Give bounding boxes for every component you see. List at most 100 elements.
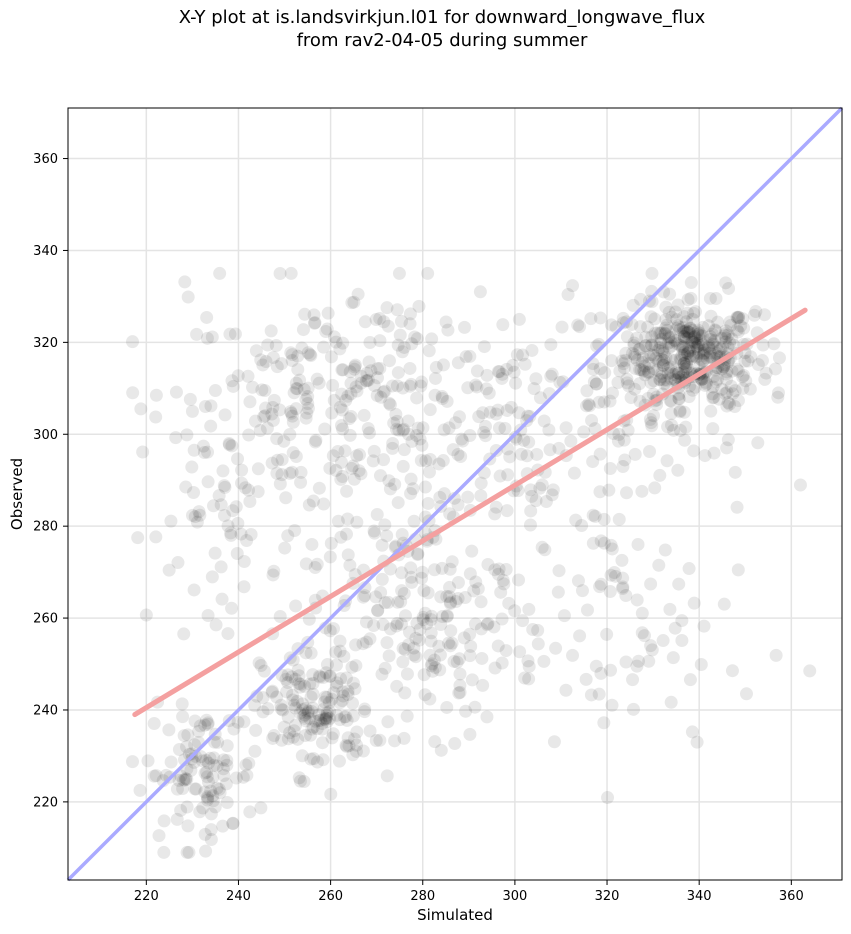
data-point — [659, 312, 673, 326]
data-point — [688, 335, 702, 349]
data-point — [589, 377, 603, 391]
data-point — [708, 324, 722, 338]
data-point — [518, 357, 532, 371]
data-point — [730, 310, 744, 324]
data-point — [451, 356, 465, 370]
data-point — [545, 367, 559, 381]
data-point — [296, 697, 310, 711]
data-point — [216, 464, 230, 478]
data-point — [437, 487, 451, 501]
data-point — [397, 731, 411, 745]
data-point — [691, 342, 705, 356]
data-point — [248, 699, 262, 713]
data-point — [209, 618, 223, 632]
data-point — [575, 584, 589, 598]
data-point — [691, 325, 705, 339]
data-point — [588, 422, 602, 436]
data-point — [325, 731, 339, 745]
data-point — [435, 392, 449, 406]
data-point — [330, 708, 344, 722]
data-point — [208, 384, 222, 398]
data-point — [679, 331, 693, 345]
data-point — [289, 382, 303, 396]
data-point — [428, 388, 442, 402]
data-point — [198, 766, 212, 780]
data-point — [656, 358, 670, 372]
data-point — [644, 310, 658, 324]
data-point — [642, 654, 656, 668]
data-point — [273, 609, 287, 623]
data-point — [424, 659, 438, 673]
data-point — [715, 362, 729, 376]
data-point — [179, 480, 193, 494]
data-point — [655, 352, 669, 366]
data-point — [440, 700, 454, 714]
data-point — [231, 369, 245, 383]
data-point — [632, 654, 646, 668]
data-point — [323, 669, 337, 683]
data-point — [364, 364, 378, 378]
data-point — [535, 540, 549, 554]
data-point — [288, 523, 302, 537]
data-point — [324, 787, 338, 801]
data-point — [340, 527, 354, 541]
data-point — [702, 342, 716, 356]
data-point — [181, 728, 195, 742]
data-point — [373, 312, 387, 326]
data-point — [429, 360, 443, 374]
data-point — [445, 636, 459, 650]
grid-lines — [68, 108, 842, 880]
data-point — [421, 586, 435, 600]
data-point — [597, 536, 611, 550]
data-point — [702, 319, 716, 333]
data-point — [465, 673, 479, 687]
data-point — [635, 606, 649, 620]
data-point — [266, 568, 280, 582]
data-point — [370, 507, 384, 521]
data-point — [525, 343, 539, 357]
data-point — [718, 335, 732, 349]
data-point — [312, 669, 326, 683]
data-point — [334, 472, 348, 486]
data-point — [690, 340, 704, 354]
data-point — [529, 372, 543, 386]
data-point — [510, 348, 524, 362]
data-point — [711, 315, 725, 329]
data-point — [559, 683, 573, 697]
data-point — [597, 716, 611, 730]
data-point — [481, 558, 495, 572]
data-point — [682, 390, 696, 404]
data-point — [442, 636, 456, 650]
data-point — [637, 629, 651, 643]
data-point — [410, 332, 424, 346]
data-point — [649, 351, 663, 365]
data-point — [458, 320, 472, 334]
data-point — [679, 315, 693, 329]
data-point — [416, 421, 430, 435]
data-point — [301, 401, 315, 415]
data-point — [274, 702, 288, 716]
data-point — [730, 500, 744, 514]
data-point — [392, 266, 406, 280]
data-point — [204, 833, 218, 847]
data-point — [281, 676, 295, 690]
data-point — [301, 706, 315, 720]
data-point — [182, 845, 196, 859]
data-point — [237, 580, 251, 594]
data-point — [253, 423, 267, 437]
data-point — [667, 423, 681, 437]
data-point — [465, 544, 479, 558]
data-point — [389, 619, 403, 633]
data-point — [261, 338, 275, 352]
data-point — [256, 691, 270, 705]
data-point — [637, 365, 651, 379]
data-point — [435, 561, 449, 575]
data-point — [397, 443, 411, 457]
data-point — [363, 632, 377, 646]
data-point — [331, 514, 345, 528]
data-point — [388, 477, 402, 491]
data-point — [661, 366, 675, 380]
data-point — [633, 363, 647, 377]
data-point — [566, 648, 580, 662]
data-point — [285, 688, 299, 702]
